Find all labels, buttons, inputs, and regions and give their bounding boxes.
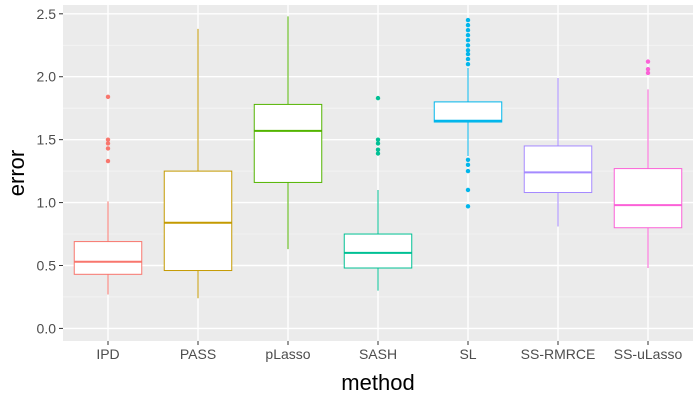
y-tick-label: 0.0 (37, 320, 57, 336)
outlier-point (465, 43, 471, 48)
outlier-point (465, 157, 471, 162)
x-tick-label: SASH (359, 346, 397, 362)
outlier-point (465, 38, 471, 43)
outlier-point (105, 137, 111, 142)
x-tick-label: SS-RMRCE (521, 346, 596, 362)
y-tick-label: 2.0 (37, 69, 57, 85)
outlier-point (645, 66, 651, 72)
iqr-box (73, 241, 143, 275)
outlier-point (465, 22, 471, 28)
y-tick-label: 0.5 (37, 257, 57, 273)
x-tick-label: SS-uLasso (614, 346, 683, 362)
outlier-point (465, 168, 471, 174)
x-axis-title: method (341, 370, 414, 395)
iqr-box (523, 145, 593, 194)
outlier-point (375, 137, 381, 142)
outlier-point (465, 27, 471, 33)
y-axis: 0.0 0.5 1.0 1.5 2.0 2.5 (37, 6, 63, 336)
y-tick-label: 1.0 (37, 195, 57, 211)
box-ss-ulasso (613, 59, 683, 269)
outlier-point (375, 95, 381, 101)
box-series-layer (73, 16, 683, 299)
y-tick-label: 1.5 (37, 132, 57, 148)
outlier-point (465, 33, 471, 38)
iqr-box (433, 101, 503, 123)
outlier-point (375, 141, 381, 146)
outlier-point (465, 204, 471, 209)
box-ipd (73, 94, 143, 295)
box-ss-rmrce (523, 77, 593, 227)
outlier-point (465, 187, 471, 193)
outlier-point (465, 61, 471, 67)
outlier-point (645, 59, 651, 64)
box-sash (343, 95, 413, 291)
y-axis-title: error (4, 150, 29, 196)
x-axis: IPD PASS pLasso SASH SL SS-RMRCE SS-uLasso (96, 341, 682, 362)
x-tick-label: SL (459, 346, 476, 362)
x-tick-label: PASS (180, 346, 216, 362)
iqr-box (343, 233, 413, 269)
outlier-point (375, 147, 381, 152)
outlier-point (105, 158, 111, 164)
outlier-point (465, 17, 471, 23)
outlier-point (645, 70, 651, 76)
outlier-point (105, 141, 111, 146)
outlier-point (375, 151, 381, 156)
iqr-box (253, 103, 323, 183)
iqr-box (163, 170, 233, 272)
x-tick-label: pLasso (265, 346, 310, 362)
box-pass (163, 28, 233, 299)
x-tick-label: IPD (96, 346, 119, 362)
outlier-point (465, 51, 471, 57)
outlier-point (105, 94, 111, 100)
outlier-point (465, 56, 471, 62)
y-tick-label: 2.5 (37, 6, 57, 22)
box-sl (433, 17, 503, 209)
outlier-point (465, 162, 471, 168)
box-plasso (253, 16, 323, 250)
iqr-box (613, 168, 683, 229)
outlier-point (105, 146, 111, 151)
outlier-point (465, 48, 471, 53)
